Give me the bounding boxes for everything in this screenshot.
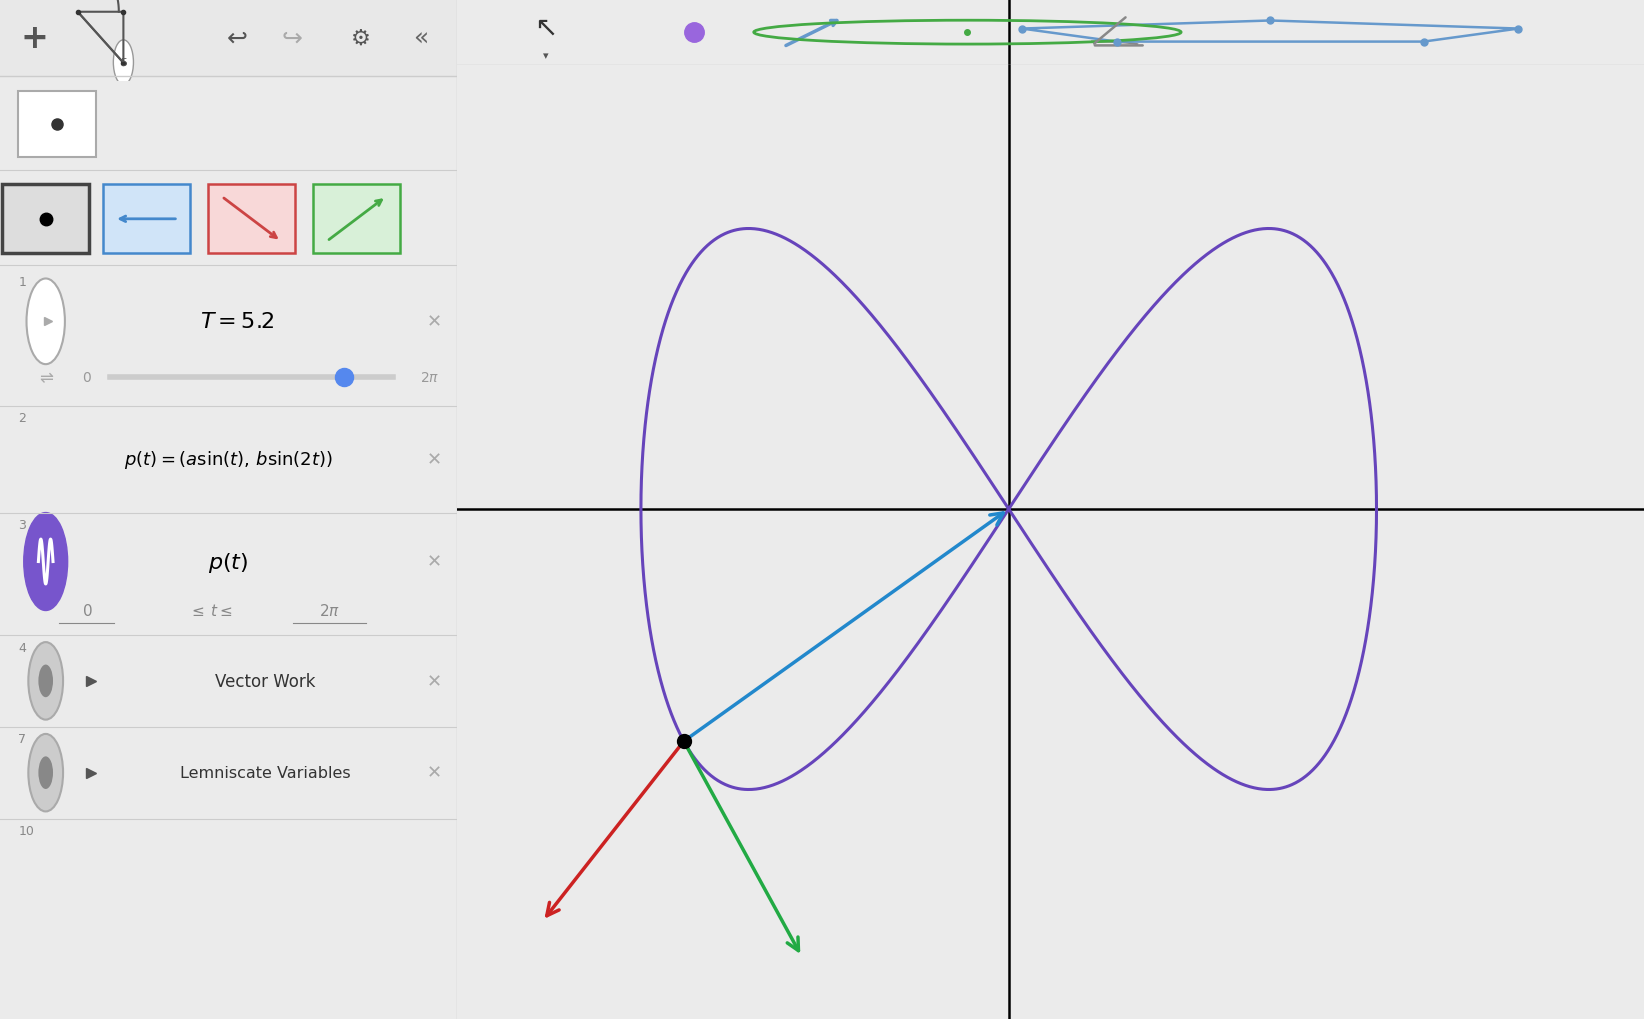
Text: ✕: ✕ [426, 313, 442, 331]
Text: $p(t) = \left(a\sin(t),\,b\sin(2t)\right)$: $p(t) = \left(a\sin(t),\,b\sin(2t)\right… [123, 448, 334, 471]
Text: ▾: ▾ [543, 51, 549, 61]
Text: 5: 5 [120, 58, 127, 68]
Text: Vector Work: Vector Work [215, 673, 316, 690]
Text: ⚙: ⚙ [352, 29, 372, 48]
Circle shape [38, 664, 53, 697]
Circle shape [113, 41, 133, 86]
Text: ⇌: ⇌ [39, 369, 53, 387]
Bar [18, 92, 95, 157]
Text: $2\pi$: $2\pi$ [419, 371, 439, 385]
Text: +: + [20, 21, 48, 55]
Circle shape [28, 734, 62, 811]
Text: $T = 5.2$: $T = 5.2$ [201, 312, 275, 332]
Bar [104, 184, 189, 254]
Text: $p(t)$: $p(t)$ [209, 550, 248, 574]
Text: ↖: ↖ [534, 14, 557, 42]
Circle shape [38, 756, 53, 789]
Text: ✕: ✕ [426, 450, 442, 469]
Text: $\leq\, t \leq$: $\leq\, t \leq$ [189, 602, 232, 619]
Text: ↪: ↪ [283, 26, 302, 50]
Text: 7: 7 [18, 733, 26, 746]
Bar [0, 0, 457, 76]
Text: «: « [413, 26, 427, 50]
Circle shape [26, 279, 64, 365]
Text: $2\pi$: $2\pi$ [319, 602, 340, 619]
Circle shape [28, 642, 62, 719]
Text: ✕: ✕ [426, 673, 442, 690]
Text: ✕: ✕ [426, 764, 442, 782]
Text: $0$: $0$ [82, 602, 92, 619]
Circle shape [23, 513, 67, 610]
Text: 2: 2 [18, 412, 26, 425]
Text: Lemniscate Variables: Lemniscate Variables [179, 765, 350, 781]
Text: ↩: ↩ [227, 26, 248, 50]
Text: 3: 3 [18, 519, 26, 532]
Text: 4: 4 [18, 641, 26, 654]
Text: 1: 1 [18, 276, 26, 289]
Bar [2, 184, 89, 254]
Text: ✕: ✕ [426, 553, 442, 571]
Bar [207, 184, 294, 254]
Bar [312, 184, 399, 254]
Text: 10: 10 [18, 824, 35, 838]
Bar [0, 82, 457, 168]
Text: 0: 0 [82, 371, 90, 385]
